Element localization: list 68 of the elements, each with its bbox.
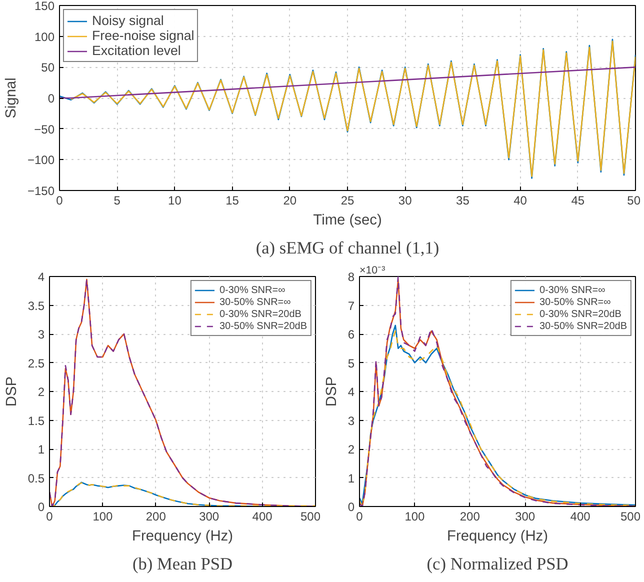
y-tick-label: 5 bbox=[348, 356, 355, 370]
y-tick-label: 0.5 bbox=[28, 471, 45, 486]
y-tick-label: 1 bbox=[348, 471, 355, 486]
legend-label: 30-50% SNR=20dB bbox=[219, 320, 307, 332]
legend-label: 30-50% SNR=20dB bbox=[539, 320, 627, 332]
y-axis-title: DSP bbox=[4, 376, 20, 407]
x-tick-label: 5 bbox=[114, 194, 121, 208]
x-axis-title: Frequency (Hz) bbox=[447, 528, 548, 544]
legend-label: 30-50% SNR=∞ bbox=[539, 296, 611, 308]
y-tick-label: 3 bbox=[38, 328, 45, 342]
x-tick-label: 100 bbox=[404, 510, 426, 524]
text: ×10⁻³ bbox=[360, 264, 386, 276]
x-tick-label: 25 bbox=[340, 194, 354, 208]
legend-label: 0-30% SNR=20dB bbox=[219, 308, 302, 320]
x-tick-label: 500 bbox=[620, 510, 641, 524]
x-tick-label: 300 bbox=[199, 510, 220, 524]
x-tick-label: 15 bbox=[226, 194, 240, 208]
legend-label: Noisy signal bbox=[92, 13, 164, 28]
y-tick-label: 2 bbox=[348, 442, 355, 456]
text: (a) sEMG of channel (1,1) bbox=[256, 238, 440, 258]
y-tick-label: 4 bbox=[348, 385, 355, 399]
y-tick-label: 2 bbox=[38, 385, 45, 399]
y-tick-label: 0 bbox=[348, 500, 355, 514]
x-tick-label: 35 bbox=[456, 194, 470, 208]
x-axis-title: Frequency (Hz) bbox=[132, 528, 234, 544]
legend-label: Free-noise signal bbox=[92, 28, 194, 43]
y-tick-label: 150 bbox=[34, 0, 55, 13]
x-tick-label: 45 bbox=[571, 194, 585, 208]
y-tick-label: 4 bbox=[38, 270, 45, 284]
x-tick-label: 0 bbox=[56, 194, 64, 208]
x-tick-label: 50 bbox=[627, 194, 641, 208]
text: (c) Normalized PSD bbox=[426, 554, 568, 574]
text: (b) Mean PSD bbox=[132, 554, 233, 574]
y-tick-label: −150 bbox=[27, 184, 55, 198]
y-tick-label: 0 bbox=[38, 500, 45, 514]
x-tick-label: 400 bbox=[570, 510, 591, 524]
y-tick-label: 2.5 bbox=[28, 356, 45, 370]
x-tick-label: 200 bbox=[146, 510, 166, 524]
x-tick-label: 500 bbox=[300, 510, 321, 524]
y-tick-label: 3.5 bbox=[28, 298, 45, 313]
x-tick-label: 200 bbox=[460, 510, 480, 524]
x-tick-label: 30 bbox=[398, 194, 412, 208]
legend-label: 0-30% SNR=∞ bbox=[219, 284, 286, 296]
y-tick-label: 0 bbox=[48, 92, 55, 106]
x-tick-label: 100 bbox=[92, 510, 114, 524]
y-tick-label: 6 bbox=[348, 328, 355, 342]
legend-label: 0-30% SNR=20dB bbox=[539, 308, 622, 320]
y-tick-label: 1 bbox=[38, 442, 45, 456]
y-tick-label: 1.5 bbox=[28, 414, 45, 428]
y-tick-label: −100 bbox=[27, 153, 55, 168]
x-tick-label: 300 bbox=[515, 510, 536, 524]
x-tick-label: 10 bbox=[168, 194, 182, 208]
legend-label: 0-30% SNR=∞ bbox=[539, 284, 606, 296]
x-tick-label: 20 bbox=[283, 194, 297, 208]
x-tick-label: 0 bbox=[356, 510, 364, 524]
y-tick-label: 8 bbox=[348, 270, 355, 284]
y-tick-label: 50 bbox=[41, 60, 55, 75]
y-axis-title: DSP bbox=[324, 376, 340, 407]
x-tick-label: 400 bbox=[252, 510, 273, 524]
x-tick-label: 40 bbox=[514, 194, 528, 208]
y-tick-label: 3 bbox=[348, 414, 355, 428]
x-axis-title: Time (sec) bbox=[313, 212, 382, 228]
y-tick-label: 100 bbox=[34, 30, 55, 44]
y-tick-label: 7 bbox=[348, 298, 355, 313]
legend-label: 30-50% SNR=∞ bbox=[219, 296, 291, 308]
y-tick-label: −50 bbox=[34, 122, 55, 136]
legend-label: Excitation level bbox=[92, 43, 181, 58]
y-axis-title: Signal bbox=[3, 78, 20, 118]
